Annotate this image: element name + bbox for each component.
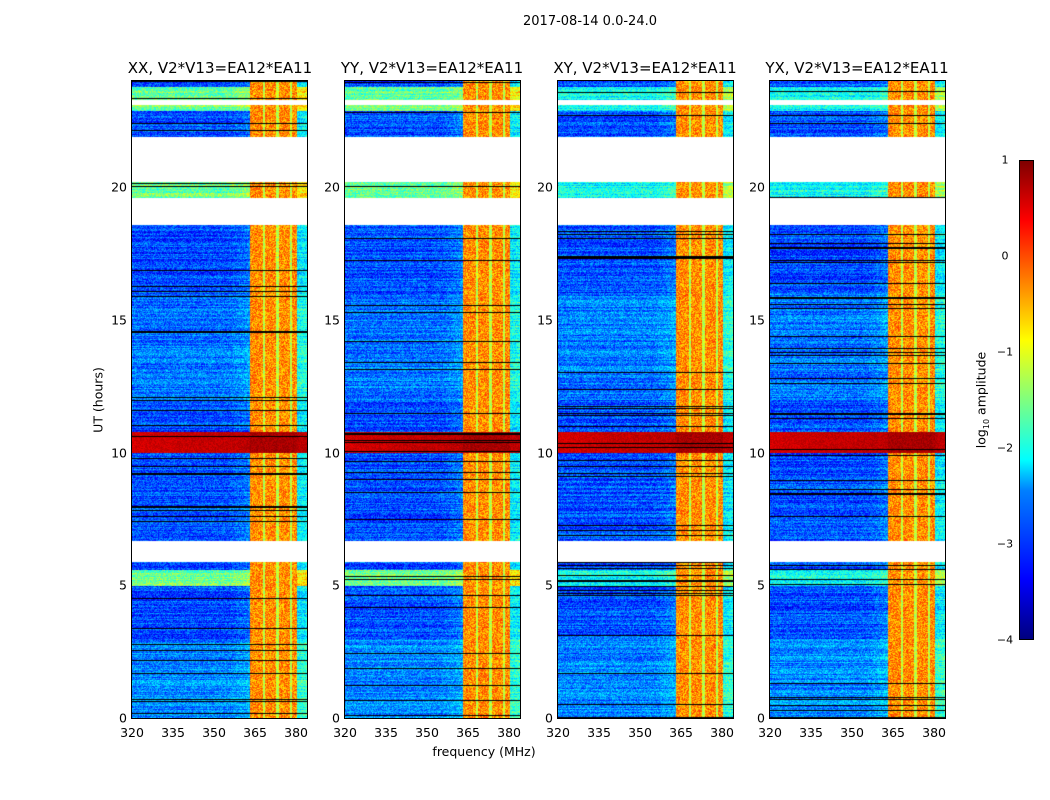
- x-tick-label: 320: [333, 725, 357, 740]
- colorbar-tick-label: −1: [996, 345, 1014, 359]
- colorbar-tick-label: −4: [996, 633, 1014, 647]
- heatmap-panel-yy: [344, 80, 521, 719]
- x-tick-label: 350: [628, 725, 652, 740]
- x-tick-label: 335: [587, 725, 611, 740]
- y-tick-label: 20: [324, 179, 340, 195]
- y-axis-label: UT (hours): [90, 367, 106, 433]
- colorbar-tick-label: 1: [1001, 153, 1009, 167]
- heatmap-yy: [345, 81, 520, 718]
- colorbar-label: log10 amplitude: [973, 351, 991, 449]
- x-tick-label: 365: [881, 725, 905, 740]
- x-tick-label: 380: [710, 725, 734, 740]
- heatmap-panel-xy: [557, 80, 734, 719]
- x-tick-label: 320: [546, 725, 570, 740]
- colorbar-tick-label: 0: [1001, 249, 1009, 263]
- heatmap-panel-xx: [131, 80, 308, 719]
- y-tick-label: 10: [111, 445, 127, 461]
- y-tick-label: 20: [537, 179, 553, 195]
- y-tick-label: 15: [749, 312, 765, 328]
- colorbar: [1019, 160, 1034, 640]
- colorbar-tick-label: −2: [996, 441, 1014, 455]
- x-tick-label: 380: [922, 725, 946, 740]
- y-tick-label: 5: [119, 577, 127, 593]
- y-tick-label: 0: [545, 710, 553, 726]
- heatmap-yx: [770, 81, 945, 718]
- y-tick-label: 15: [111, 312, 127, 328]
- y-tick-label: 10: [537, 445, 553, 461]
- y-tick-label: 20: [111, 179, 127, 195]
- figure-title: 2017-08-14 0.0-24.0: [523, 14, 657, 29]
- x-tick-label: 365: [243, 725, 267, 740]
- x-tick-label: 365: [456, 725, 480, 740]
- heatmap-panel-yx: [769, 80, 946, 719]
- panel-title-xx: XX, V2*V13=EA12*EA11: [127, 59, 313, 77]
- x-tick-label: 335: [799, 725, 823, 740]
- x-tick-label: 350: [840, 725, 864, 740]
- x-tick-label: 380: [497, 725, 521, 740]
- y-tick-label: 0: [757, 710, 765, 726]
- x-tick-label: 320: [120, 725, 144, 740]
- x-tick-label: 380: [284, 725, 308, 740]
- y-tick-label: 5: [332, 577, 340, 593]
- y-tick-label: 20: [749, 179, 765, 195]
- y-tick-label: 10: [749, 445, 765, 461]
- y-tick-label: 15: [324, 312, 340, 328]
- y-tick-label: 5: [545, 577, 553, 593]
- panel-title-yy: YY, V2*V13=EA12*EA11: [340, 59, 524, 77]
- x-tick-label: 350: [415, 725, 439, 740]
- x-tick-label: 350: [202, 725, 226, 740]
- x-tick-label: 320: [758, 725, 782, 740]
- y-tick-label: 0: [332, 710, 340, 726]
- panel-title-xy: XY, V2*V13=EA12*EA11: [553, 59, 737, 77]
- x-tick-label: 335: [161, 725, 185, 740]
- x-tick-label: 365: [669, 725, 693, 740]
- heatmap-xx: [132, 81, 307, 718]
- y-tick-label: 0: [119, 710, 127, 726]
- panel-title-yx: YX, V2*V13=EA12*EA11: [765, 59, 949, 77]
- colorbar-tick-label: −3: [996, 537, 1014, 551]
- x-tick-label: 335: [374, 725, 398, 740]
- heatmap-xy: [558, 81, 733, 718]
- y-tick-label: 5: [757, 577, 765, 593]
- x-axis-label: frequency (MHz): [432, 744, 536, 759]
- y-tick-label: 10: [324, 445, 340, 461]
- y-tick-label: 15: [537, 312, 553, 328]
